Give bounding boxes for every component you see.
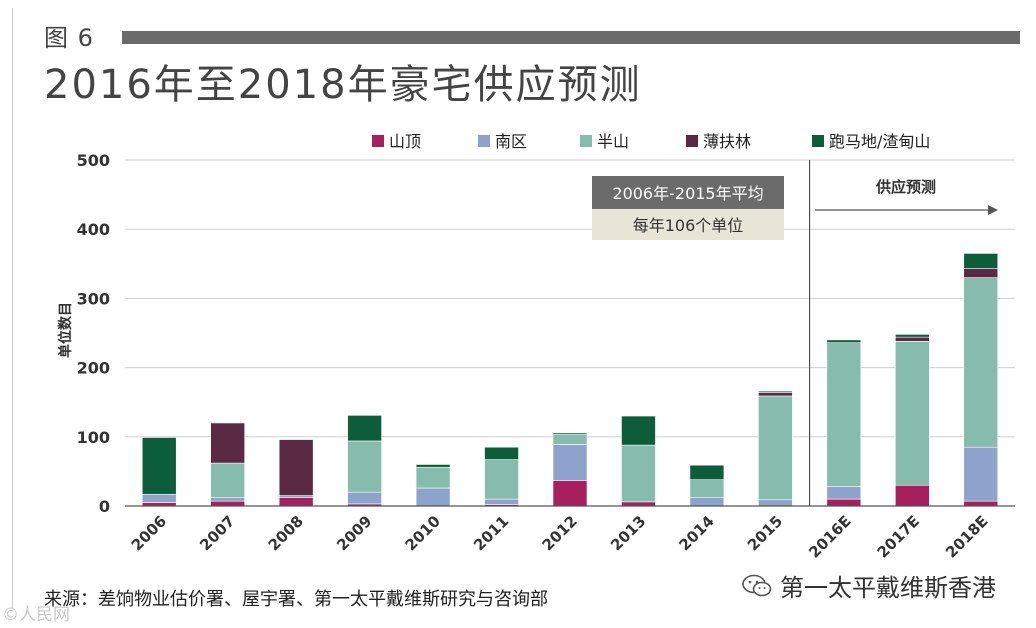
average-box-body bbox=[592, 209, 784, 240]
y-axis-label: 单位数目 bbox=[57, 302, 74, 358]
legend-label: 跑马地/渣甸山 bbox=[829, 132, 930, 151]
bar-segment-2016E-4 bbox=[826, 339, 862, 343]
legend-swatch-2 bbox=[580, 135, 592, 147]
bar-segment-2012-2 bbox=[552, 433, 588, 445]
bar-segment-2010-4 bbox=[415, 464, 451, 468]
left-border-line bbox=[12, 8, 13, 608]
bar-segment-2012-0 bbox=[552, 480, 588, 507]
legend-label: 半山 bbox=[597, 132, 629, 151]
bar-segment-2011-4 bbox=[484, 446, 519, 460]
y-tick-label: 0 bbox=[99, 497, 110, 516]
average-box-title: 2006年-2015年平均 bbox=[612, 184, 763, 203]
average-box-subtitle: 每年106个单位 bbox=[633, 216, 744, 235]
x-tick-label: 2018E bbox=[942, 512, 991, 561]
legend: 山顶 南区 半山 薄扶林 跑马地/渣甸山 bbox=[372, 132, 930, 151]
bar-segment-2009-1 bbox=[347, 491, 382, 505]
bar-segment-2015-4 bbox=[758, 390, 793, 393]
x-tick-label: 2017E bbox=[874, 512, 923, 561]
legend-swatch-3 bbox=[686, 135, 698, 147]
bar-segment-2009-4 bbox=[347, 415, 382, 442]
legend-swatch-0 bbox=[372, 135, 384, 147]
x-tick-label: 2012 bbox=[539, 512, 581, 554]
bar-segment-2013-2 bbox=[621, 444, 656, 503]
bar-segment-2017E-0 bbox=[895, 484, 930, 507]
y-tick-label: 300 bbox=[77, 289, 110, 308]
bar-segment-2010-2 bbox=[415, 466, 451, 489]
bar-segment-2018E-3 bbox=[963, 268, 999, 278]
bar-segment-2014-4 bbox=[689, 464, 725, 481]
bar-segment-2015-3 bbox=[758, 392, 793, 397]
bar-segment-2014-1 bbox=[689, 497, 725, 507]
bar-segment-2017E-4 bbox=[895, 334, 930, 338]
bar-segment-2011-2 bbox=[484, 459, 519, 500]
bar-segment-2006-1 bbox=[141, 493, 177, 503]
bar-segment-2018E-0 bbox=[963, 500, 999, 507]
bar-segment-2014-2 bbox=[689, 479, 725, 498]
bar-segment-2018E-4 bbox=[963, 253, 999, 269]
x-tick-label: 2007 bbox=[196, 512, 238, 554]
y-tick-label: 100 bbox=[77, 428, 110, 447]
average-box-header bbox=[592, 176, 784, 209]
legend-label: 薄扶林 bbox=[703, 132, 751, 151]
y-tick-label: 200 bbox=[77, 359, 110, 378]
bar-segment-2008-0 bbox=[278, 497, 314, 507]
title-rule bbox=[122, 31, 1020, 44]
source-note: 来源：差饷物业估价署、屋宇署、第一太平戴维斯研究与咨询部 bbox=[44, 589, 548, 610]
bar-segment-2017E-3 bbox=[895, 336, 930, 342]
bar-segment-2017E-2 bbox=[895, 341, 930, 486]
x-tick-label: 2009 bbox=[333, 512, 375, 554]
x-tick-label: 2016E bbox=[805, 512, 854, 561]
forecast-label: 供应预测 bbox=[875, 178, 936, 196]
bars bbox=[141, 253, 999, 507]
bar-segment-2011-1 bbox=[484, 498, 519, 505]
x-tick-label: 2014 bbox=[676, 512, 718, 554]
page-title: 2016年至2018年豪宅供应预测 bbox=[44, 62, 642, 108]
wechat-account: 第一太平戴维斯香港 bbox=[742, 568, 996, 603]
watermark-text: ©人民网 bbox=[2, 605, 70, 625]
axes: 0 100 200 300 400 500 单位数目 2006 2007 2008 2009 2010… bbox=[57, 151, 1015, 562]
x-tick-label: 2011 bbox=[470, 512, 512, 554]
legend-swatch-1 bbox=[478, 135, 490, 147]
forecast-arrow-head bbox=[988, 205, 998, 215]
bar-segment-2015-2 bbox=[758, 395, 793, 501]
bar-segment-2016E-1 bbox=[826, 486, 862, 500]
bar-segment-2007-2 bbox=[210, 462, 245, 498]
x-tick-label: 2006 bbox=[128, 512, 170, 554]
x-tick-label: 2008 bbox=[265, 512, 307, 554]
bar-segment-2013-0 bbox=[621, 501, 656, 507]
bar-segment-2016E-2 bbox=[826, 342, 862, 487]
y-tick-label: 400 bbox=[77, 220, 110, 239]
legend-label: 山顶 bbox=[389, 132, 421, 151]
figure-label: 图 6 bbox=[44, 24, 94, 52]
x-tick-label: 2013 bbox=[607, 512, 649, 554]
bar-segment-2018E-2 bbox=[963, 277, 999, 448]
bar-segment-2006-4 bbox=[141, 437, 177, 495]
legend-swatch-4 bbox=[812, 135, 824, 147]
bar-segment-2007-1 bbox=[210, 497, 245, 502]
gridlines bbox=[125, 159, 1015, 438]
wechat-account-name: 第一太平戴维斯香港 bbox=[780, 574, 996, 602]
wechat-icon bbox=[742, 574, 772, 596]
legend-label: 南区 bbox=[495, 132, 527, 151]
bar-segment-2012-1 bbox=[552, 444, 588, 481]
x-tick-label: 2010 bbox=[402, 512, 444, 554]
bar-segment-2015-1 bbox=[758, 499, 793, 507]
bar-segment-2008-1 bbox=[278, 495, 314, 498]
bar-segment-2007-3 bbox=[210, 422, 245, 464]
bar-segment-2008-3 bbox=[278, 439, 314, 496]
bar-segment-2010-1 bbox=[415, 487, 451, 507]
x-tick-label: 2015 bbox=[744, 512, 786, 554]
bar-segment-2013-4 bbox=[621, 415, 656, 446]
bar-segment-2009-2 bbox=[347, 440, 382, 493]
bar-segment-2007-0 bbox=[210, 500, 245, 507]
y-tick-label: 500 bbox=[77, 151, 110, 170]
bar-segment-2018E-1 bbox=[963, 446, 999, 502]
bar-segment-2012-4 bbox=[552, 432, 588, 435]
bar-segment-2016E-0 bbox=[826, 498, 862, 507]
